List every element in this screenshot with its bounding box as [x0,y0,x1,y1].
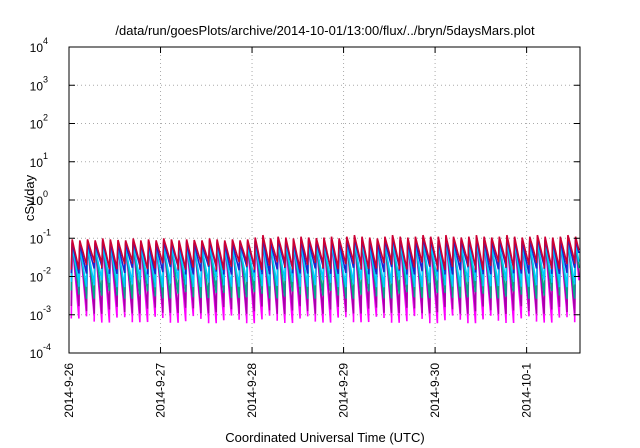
x-tick-label: 2014-9-28 [245,363,259,418]
x-axis: 2014-9-26 2014-9-27 2014-9-28 2014-9-29 2014… [62,47,534,418]
y-tick-label: 10 [30,118,44,132]
x-tick-label: 2014-9-26 [62,363,76,418]
x-tick-label: 2014-9-27 [154,363,168,418]
y-tick-label-exp: 1 [43,151,48,161]
y-tick-label-exp: -3 [43,304,51,314]
y-tick-label: 10 [30,194,44,208]
y-tick-label: 10 [30,309,44,323]
y-tick-label-exp: -4 [43,342,51,352]
y-tick-label-exp: -1 [43,227,51,237]
y-tick-label-exp: 3 [43,74,48,84]
x-tick-label: 2014-10-1 [520,363,534,418]
x-axis-label: Coordinated Universal Time (UTC) [225,430,424,445]
y-tick-label-exp: 0 [43,189,48,199]
y-tick-label: 10 [30,79,44,93]
x-tick-label: 2014-9-30 [428,363,442,418]
y-tick-label-exp: 4 [43,36,48,46]
grid-lines [69,47,580,353]
y-tick-label: 10 [30,232,44,246]
chart-title: /data/run/goesPlots/archive/2014-10-01/1… [115,23,535,38]
y-tick-label: 10 [30,156,44,170]
y-tick-label-exp: -2 [43,266,51,276]
series-group [70,234,580,324]
y-axis-label: cSv/day [22,174,37,221]
y-tick-label-exp: 2 [43,113,48,123]
y-tick-label: 10 [30,41,44,55]
y-tick-label: 10 [30,271,44,285]
x-tick-label: 2014-9-29 [337,363,351,418]
y-tick-label: 10 [30,347,44,361]
series-line [70,234,580,270]
